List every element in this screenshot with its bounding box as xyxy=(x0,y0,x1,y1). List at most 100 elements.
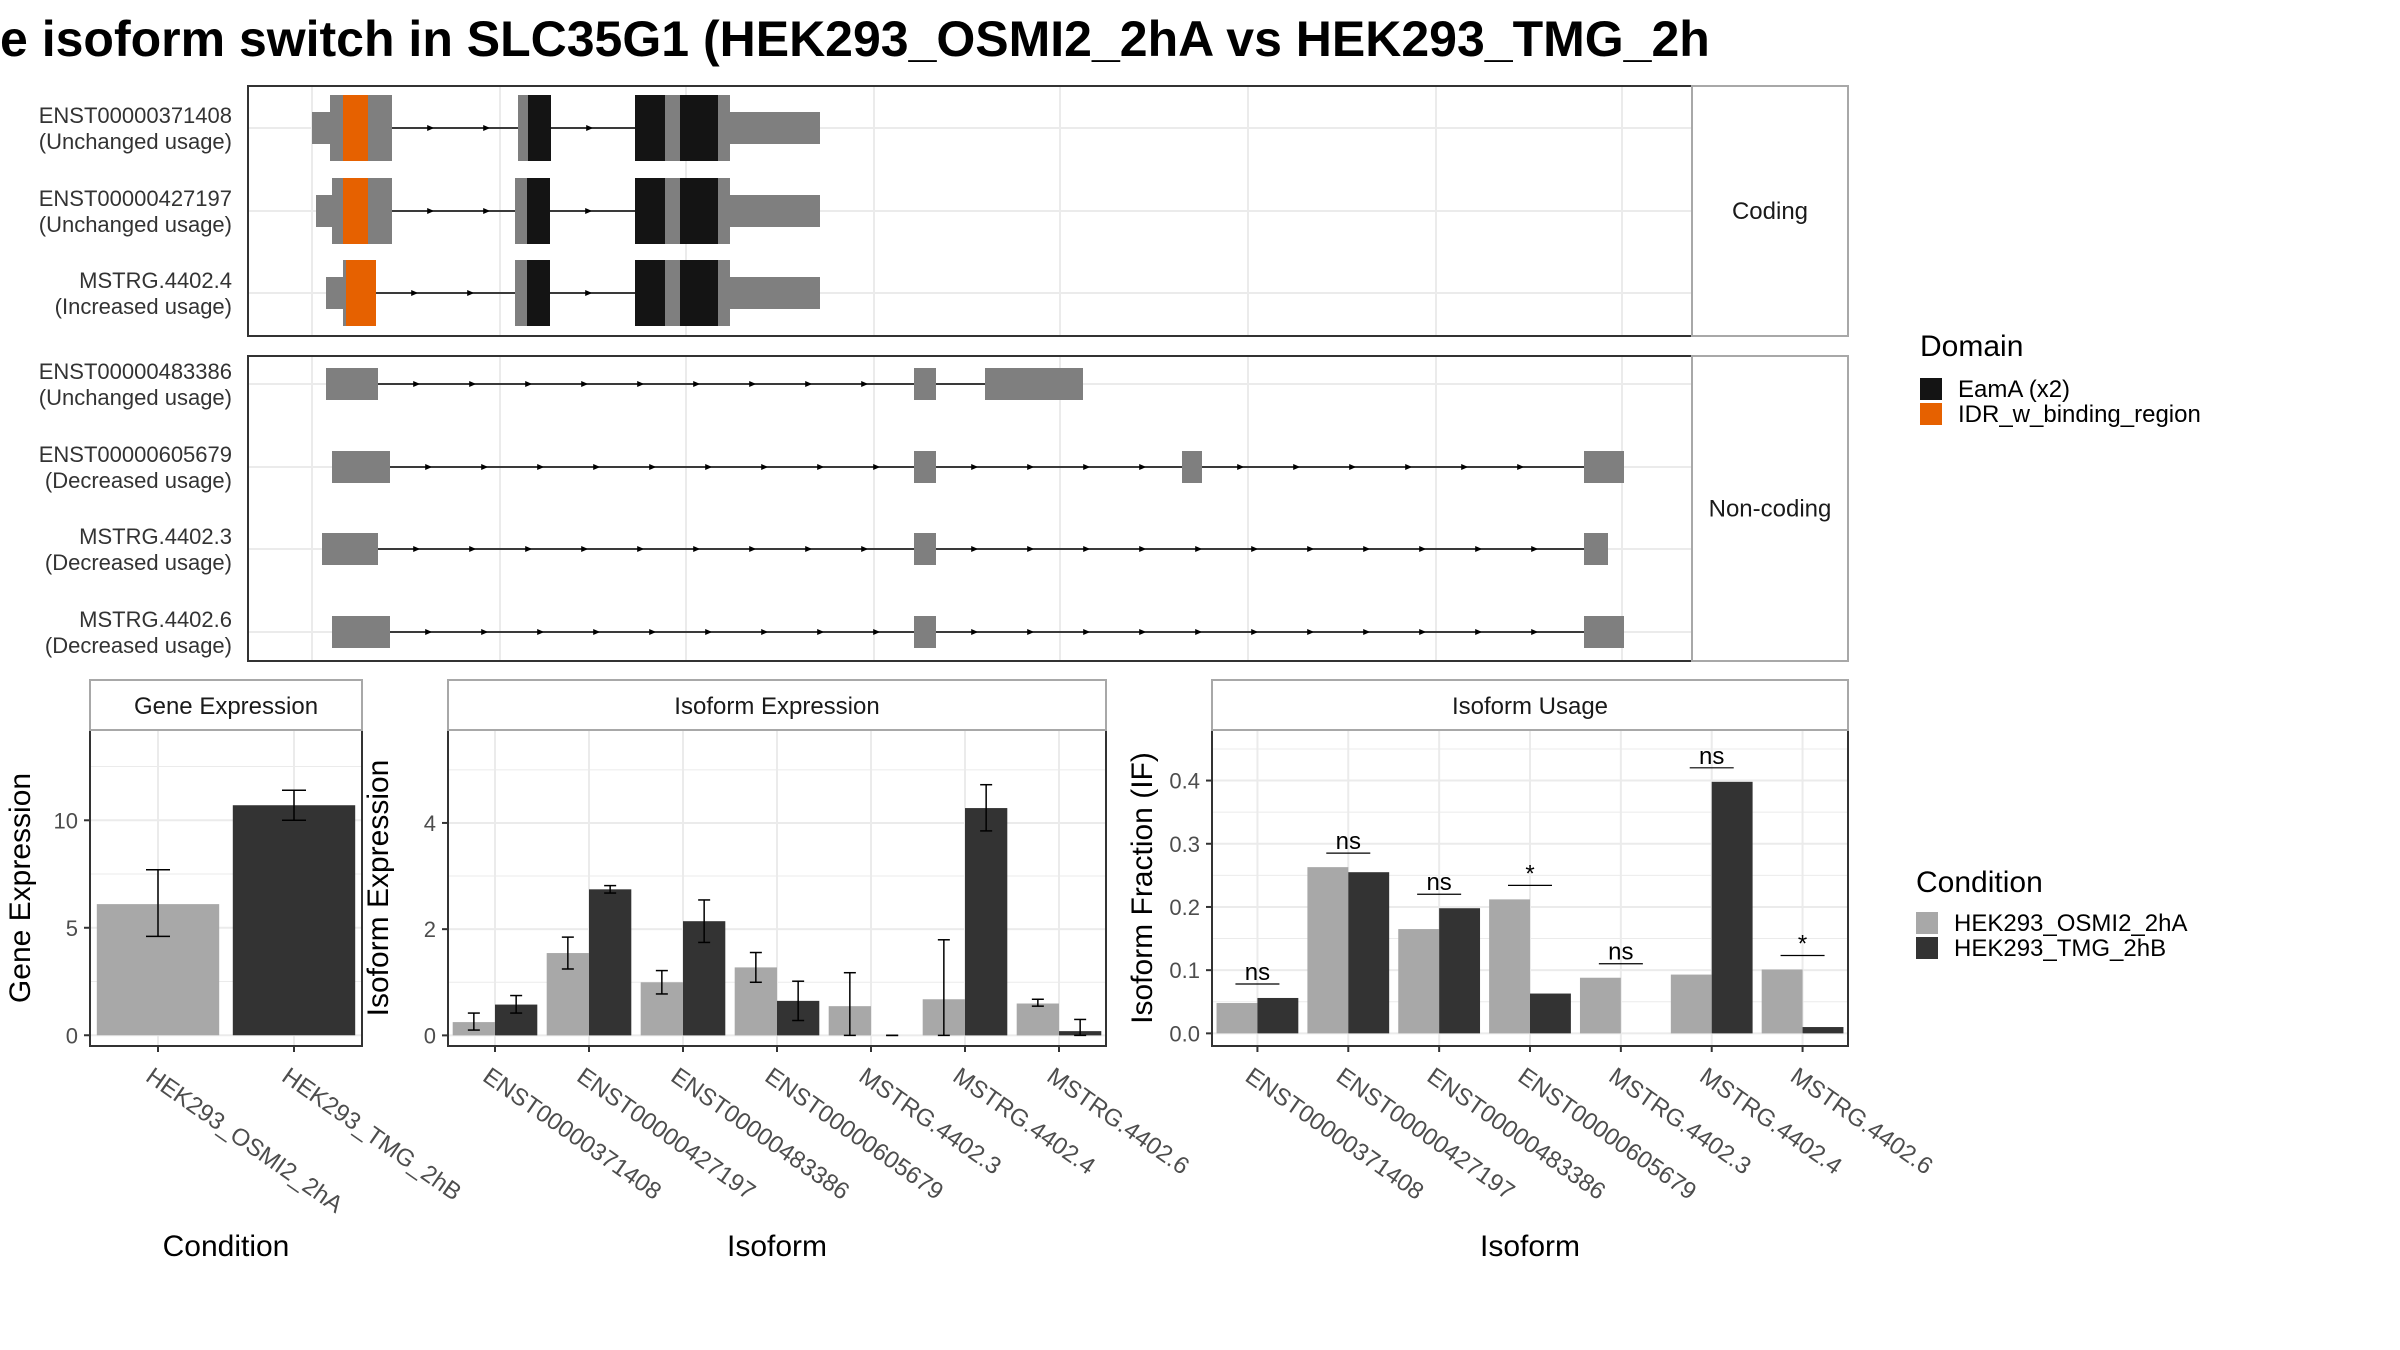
strand-arrow xyxy=(873,629,881,635)
bar xyxy=(1670,974,1712,1034)
strand-arrow xyxy=(425,629,433,635)
exon xyxy=(1584,533,1608,565)
bar xyxy=(1579,977,1621,1034)
exon xyxy=(914,616,936,648)
x-axis-label: Isoform xyxy=(727,1230,827,1263)
significance-label: * xyxy=(1798,931,1807,958)
facet-strip-label: Isoform Expression xyxy=(674,693,879,720)
strand-arrow xyxy=(537,464,545,470)
exon xyxy=(343,260,346,326)
strand-arrow xyxy=(971,546,979,552)
transcript-enst00000427197: ENST00000427197(Unchanged usage) xyxy=(39,178,820,244)
transcript-mstrg-4402-6: MSTRG.4402.6(Decreased usage) xyxy=(45,607,1624,658)
strand-arrow xyxy=(585,290,593,296)
strand-arrow xyxy=(469,546,477,552)
strand-arrow xyxy=(1195,546,1203,552)
facet-strip xyxy=(447,679,1107,731)
exon xyxy=(665,260,680,326)
y-tick-label: 0.0 xyxy=(1169,1021,1200,1046)
strand-arrow xyxy=(1363,629,1371,635)
significance-label: ns xyxy=(1336,828,1361,855)
strand-arrow xyxy=(483,125,491,131)
strand-arrow xyxy=(586,125,594,131)
transcript-id-label: ENST00000371408 xyxy=(39,103,232,128)
bars xyxy=(452,808,1102,1036)
strand-arrow xyxy=(1083,546,1091,552)
structure-panel-coding: ENST00000371408(Unchanged usage)ENST0000… xyxy=(39,85,1849,337)
strand-arrow xyxy=(1517,464,1525,470)
exon xyxy=(730,195,820,227)
bar-panel-isoform-usage: ns ns ns * ns ns * Isoform Usage 0.0 0.1 0.2 0.3 0.4… xyxy=(1126,679,1938,1263)
strand-arrow xyxy=(427,208,435,214)
strand-arrow xyxy=(1307,629,1315,635)
bar xyxy=(965,808,1008,1036)
transcript-usage-label: (Unchanged usage) xyxy=(39,385,232,410)
exon xyxy=(368,95,392,161)
strand-arrow xyxy=(467,290,475,296)
exon xyxy=(665,95,680,161)
bar xyxy=(1439,908,1481,1034)
strand-arrow xyxy=(1027,629,1035,635)
exon xyxy=(1584,451,1624,483)
exon xyxy=(322,533,378,565)
bar xyxy=(1530,993,1571,1034)
facet-strip xyxy=(1691,85,1849,337)
bar xyxy=(1307,867,1349,1034)
strand-arrow xyxy=(413,381,421,387)
strand-arrow xyxy=(469,381,477,387)
strand-arrow xyxy=(1531,546,1539,552)
strand-arrow xyxy=(1083,464,1091,470)
x-axis-label: Isoform xyxy=(1480,1230,1580,1263)
significance-label: ns xyxy=(1608,939,1633,966)
strand-arrow xyxy=(585,208,593,214)
y-tick-label: 10 xyxy=(54,808,78,833)
bar xyxy=(1257,997,1299,1034)
strand-arrow xyxy=(1139,629,1147,635)
domain-legend-swatch xyxy=(1920,378,1942,400)
strand-arrow xyxy=(749,381,757,387)
strand-arrow xyxy=(1293,464,1301,470)
transcript-id-label: MSTRG.4402.6 xyxy=(79,607,232,632)
strand-arrow xyxy=(481,629,489,635)
strand-arrow xyxy=(1531,629,1539,635)
domain-eama-segment xyxy=(680,95,718,161)
domain-eama-segment xyxy=(680,260,718,326)
y-tick-label: 5 xyxy=(66,916,78,941)
transcript-mstrg-4402-4: MSTRG.4402.4(Increased usage) xyxy=(55,260,820,326)
strand-arrow xyxy=(1027,464,1035,470)
bar xyxy=(232,805,356,1036)
bar xyxy=(1398,929,1440,1034)
strand-arrow xyxy=(649,464,657,470)
strand-arrow xyxy=(817,464,825,470)
domain-legend-label: IDR_w_binding_region xyxy=(1958,401,2201,428)
domain-eama-segment xyxy=(635,95,665,161)
strand-arrow xyxy=(1083,629,1091,635)
strand-arrow xyxy=(525,381,533,387)
condition-legend-title: Condition xyxy=(1916,866,2043,899)
facet-strip xyxy=(1211,679,1849,731)
transcript-enst00000605679: ENST00000605679(Decreased usage) xyxy=(39,442,1624,493)
facet-strip xyxy=(89,679,363,731)
strand-arrow xyxy=(817,629,825,635)
domain-legend-swatch xyxy=(1920,403,1942,425)
strand-arrow xyxy=(413,546,421,552)
strand-arrow xyxy=(1251,629,1259,635)
bars xyxy=(1216,781,1844,1034)
y-axis: 0.0 0.1 0.2 0.3 0.4 xyxy=(1169,769,1212,1046)
panel-background xyxy=(248,356,1692,661)
transcript-id-label: ENST00000427197 xyxy=(39,186,232,211)
strand-arrow xyxy=(1363,546,1371,552)
x-axis: ENST00000371408ENST00000427197ENST000004… xyxy=(1240,1046,1938,1206)
strand-arrow xyxy=(593,464,601,470)
exon xyxy=(515,178,527,244)
strand-arrow xyxy=(411,290,419,296)
exon xyxy=(914,451,936,483)
structure-panel-non-coding: ENST00000483386(Unchanged usage)ENST0000… xyxy=(39,355,1849,662)
exon xyxy=(985,368,1083,400)
significance-label: ns xyxy=(1245,959,1270,986)
bar-panels: Gene Expression 0 5 10 Gene Expression HEK293… xyxy=(4,679,1938,1263)
transcript-id-label: ENST00000605679 xyxy=(39,442,232,467)
